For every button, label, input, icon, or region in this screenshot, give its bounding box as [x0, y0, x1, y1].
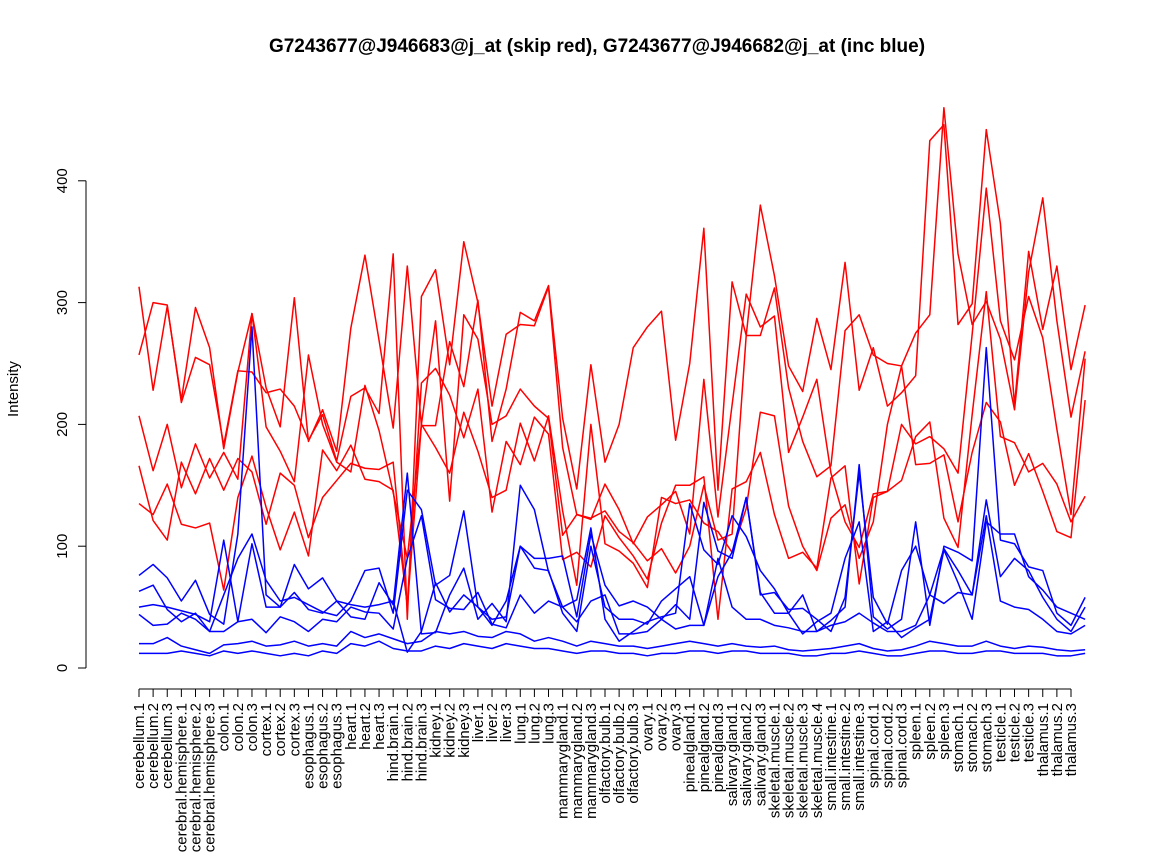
- y-tick-label: 100: [54, 534, 71, 559]
- y-axis: 0 100 200 300 400: [54, 168, 87, 672]
- x-tick-label: pinealgland.2: [696, 703, 713, 792]
- x-tick-label: kidney.2: [442, 703, 459, 758]
- x-axis: cerebellum.1cerebellum.2cerebellum.3cere…: [131, 688, 1080, 852]
- x-tick-label: mammarygland.3: [583, 703, 600, 819]
- x-tick-label: mammarygland.2: [569, 703, 586, 819]
- x-tick-label: mammarygland.1: [555, 703, 572, 819]
- x-tick-label: salivary.gland.3: [752, 703, 769, 806]
- x-tick-label: cerebellum.3: [159, 703, 176, 789]
- x-tick-label: hind.brain.2: [399, 703, 416, 781]
- x-tick-label: spinal.cord.3: [894, 703, 911, 788]
- x-tick-label: thalamus.1: [1035, 703, 1052, 776]
- series-line: [138, 124, 1086, 491]
- x-tick-label: cerebellum.1: [131, 703, 148, 789]
- x-tick-label: stomach.3: [978, 703, 995, 772]
- x-tick-label: testicle.3: [1021, 703, 1038, 762]
- series-line: [138, 515, 1086, 635]
- y-tick-label: 200: [54, 412, 71, 437]
- x-tick-label: cerebral.hemisphere.1: [173, 703, 190, 852]
- x-tick-label: small.intestine.2: [837, 703, 854, 811]
- x-tick-label: skeletal.muscle.2: [781, 703, 798, 818]
- y-tick-label: 300: [54, 290, 71, 315]
- series-line: [139, 640, 1086, 657]
- x-tick-label: kidney.1: [428, 703, 445, 758]
- x-tick-label: spleen.3: [936, 703, 953, 760]
- y-axis-label: Intensity: [5, 361, 22, 417]
- x-tick-label: esophagus.2: [315, 703, 332, 789]
- x-tick-label: esophagus.1: [300, 703, 317, 789]
- series-line: [138, 187, 1086, 560]
- y-tick-label: 0: [54, 664, 71, 672]
- x-tick-label: esophagus.3: [329, 703, 346, 789]
- series-line: [138, 106, 1086, 621]
- x-tick-label: ovary.3: [668, 703, 685, 751]
- x-tick-label: olfactory.bulb.1: [597, 703, 614, 804]
- x-tick-label: colon.3: [244, 703, 261, 751]
- x-tick-label: cortex.3: [286, 703, 303, 756]
- x-tick-label: lung.2: [526, 703, 543, 744]
- x-tick-label: cortex.2: [272, 703, 289, 756]
- x-tick-label: heart.2: [357, 703, 374, 750]
- x-tick-label: olfactory.bulb.2: [611, 703, 628, 804]
- x-tick-label: salivary.gland.2: [738, 703, 755, 806]
- x-tick-label: skeletal.muscle.4: [809, 703, 826, 818]
- x-tick-label: spinal.cord.1: [865, 703, 882, 788]
- series-layer: [138, 106, 1086, 657]
- x-tick-label: lung.1: [512, 703, 529, 744]
- x-tick-label: pinealgland.1: [682, 703, 699, 792]
- x-tick-label: colon.2: [230, 703, 247, 751]
- x-tick-label: heart.3: [371, 703, 388, 750]
- x-tick-label: hind.brain.3: [413, 703, 430, 781]
- x-tick-label: thalamus.2: [1049, 703, 1066, 776]
- x-tick-label: small.intestine.3: [851, 703, 868, 811]
- x-tick-label: liver.2: [484, 703, 501, 742]
- x-tick-label: liver.3: [498, 703, 515, 742]
- x-tick-label: spleen.1: [908, 703, 925, 760]
- x-tick-label: ovary.1: [639, 703, 656, 751]
- x-tick-label: thalamus.3: [1063, 703, 1080, 776]
- series-line: [138, 365, 1086, 608]
- x-tick-label: cerebral.hemisphere.3: [202, 703, 219, 852]
- x-tick-label: hind.brain.1: [385, 703, 402, 781]
- x-tick-label: liver.1: [470, 703, 487, 742]
- x-tick-label: cerebellum.2: [145, 703, 162, 789]
- x-tick-label: stomach.1: [950, 703, 967, 772]
- x-tick-label: pinealgland.3: [710, 703, 727, 792]
- x-tick-label: skeletal.muscle.3: [795, 703, 812, 818]
- x-tick-label: stomach.2: [964, 703, 981, 772]
- x-tick-label: ovary.2: [653, 703, 670, 751]
- series-line: [138, 290, 1086, 621]
- x-tick-label: small.intestine.1: [823, 703, 840, 811]
- x-tick-label: spinal.cord.2: [879, 703, 896, 788]
- x-tick-label: heart.1: [343, 703, 360, 750]
- x-tick-label: skeletal.muscle.1: [766, 703, 783, 818]
- y-tick-label: 400: [54, 168, 71, 193]
- x-tick-label: colon.1: [216, 703, 233, 751]
- x-tick-label: testicle.2: [1007, 703, 1024, 762]
- x-tick-label: testicle.1: [992, 703, 1009, 762]
- x-tick-label: spleen.2: [922, 703, 939, 760]
- x-tick-label: lung.3: [541, 703, 558, 744]
- series-line: [139, 630, 1086, 655]
- series-line: [138, 472, 1086, 633]
- series-line: [138, 326, 1086, 642]
- x-tick-label: salivary.gland.1: [724, 703, 741, 806]
- x-tick-label: cerebral.hemisphere.2: [187, 703, 204, 852]
- x-tick-label: cortex.1: [258, 703, 275, 756]
- x-tick-label: olfactory.bulb.3: [625, 703, 642, 804]
- x-tick-label: kidney.3: [456, 703, 473, 758]
- chart-title: G7243677@J946683@j_at (skip red), G72436…: [269, 36, 925, 57]
